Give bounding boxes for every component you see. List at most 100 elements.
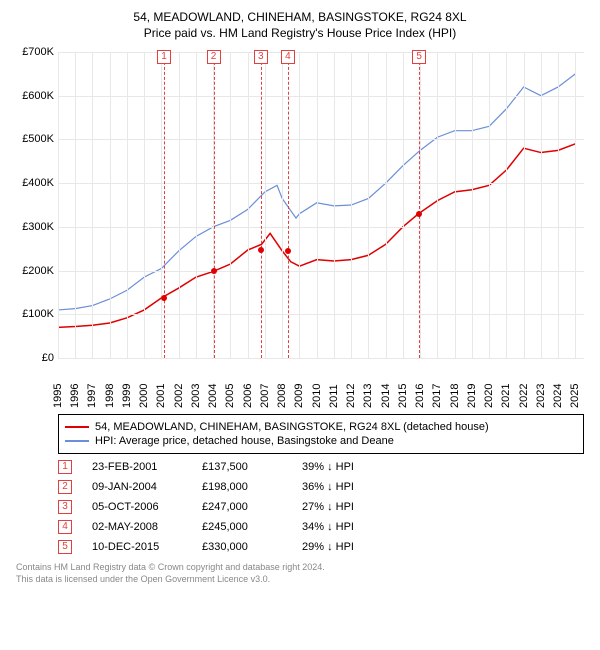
transaction-row: 510-DEC-2015£330,00029% ↓ HPI bbox=[58, 540, 584, 554]
transaction-marker: 3 bbox=[58, 500, 72, 514]
legend-label: HPI: Average price, detached house, Basi… bbox=[95, 435, 394, 447]
y-axis-label: £200K bbox=[8, 265, 54, 277]
gridline-v bbox=[230, 52, 231, 358]
transaction-price: £330,000 bbox=[202, 541, 282, 553]
gridline-h bbox=[58, 52, 584, 53]
gridline-v bbox=[110, 52, 111, 358]
transaction-date: 10-DEC-2015 bbox=[92, 541, 182, 553]
gridline-h bbox=[58, 183, 584, 184]
gridline-v bbox=[368, 52, 369, 358]
legend-item: HPI: Average price, detached house, Basi… bbox=[65, 435, 577, 447]
transaction-date: 05-OCT-2006 bbox=[92, 501, 182, 513]
gridline-v bbox=[558, 52, 559, 358]
transaction-marker: 5 bbox=[58, 540, 72, 554]
x-axis-label: 1997 bbox=[86, 362, 98, 408]
chart-area: 12345 £0£100K£200K£300K£400K£500K£600K£7… bbox=[8, 48, 592, 408]
sale-point bbox=[161, 295, 167, 301]
gridline-v bbox=[437, 52, 438, 358]
x-axis-label: 2016 bbox=[414, 362, 426, 408]
gridline-h bbox=[58, 271, 584, 272]
sale-marker-box: 1 bbox=[157, 50, 171, 64]
x-axis-label: 2005 bbox=[224, 362, 236, 408]
gridline-v bbox=[455, 52, 456, 358]
x-axis-label: 2008 bbox=[276, 362, 288, 408]
legend-swatch bbox=[65, 426, 89, 428]
gridline-h bbox=[58, 314, 584, 315]
gridline-v bbox=[541, 52, 542, 358]
plot-region: 1 2 34 5 bbox=[58, 52, 584, 358]
y-axis-label: £0 bbox=[8, 352, 54, 364]
gridline-v bbox=[317, 52, 318, 358]
transaction-price: £198,000 bbox=[202, 481, 282, 493]
transaction-diff: 27% ↓ HPI bbox=[302, 501, 354, 513]
x-axis-label: 2025 bbox=[569, 362, 581, 408]
gridline-h bbox=[58, 96, 584, 97]
sale-marker-line bbox=[164, 52, 165, 358]
gridline-v bbox=[420, 52, 421, 358]
sale-point bbox=[285, 248, 291, 254]
transaction-marker: 2 bbox=[58, 480, 72, 494]
transaction-marker: 4 bbox=[58, 520, 72, 534]
gridline-h bbox=[58, 358, 584, 359]
sale-marker-line bbox=[214, 52, 215, 358]
gridline-h bbox=[58, 227, 584, 228]
sale-point bbox=[416, 211, 422, 217]
sale-marker-box: 4 bbox=[281, 50, 295, 64]
x-axis-label: 2014 bbox=[380, 362, 392, 408]
gridline-v bbox=[506, 52, 507, 358]
transaction-price: £245,000 bbox=[202, 521, 282, 533]
x-axis-label: 2009 bbox=[293, 362, 305, 408]
gridline-v bbox=[161, 52, 162, 358]
x-axis-label: 2023 bbox=[535, 362, 547, 408]
gridline-v bbox=[524, 52, 525, 358]
x-axis-label: 2022 bbox=[518, 362, 530, 408]
sale-marker-line bbox=[419, 52, 420, 358]
footer-attribution: Contains HM Land Registry data © Crown c… bbox=[16, 562, 584, 585]
transaction-price: £137,500 bbox=[202, 461, 282, 473]
x-axis-label: 1999 bbox=[121, 362, 133, 408]
gridline-v bbox=[386, 52, 387, 358]
transaction-diff: 36% ↓ HPI bbox=[302, 481, 354, 493]
transaction-date: 09-JAN-2004 bbox=[92, 481, 182, 493]
gridline-v bbox=[92, 52, 93, 358]
sale-marker-line bbox=[261, 52, 262, 358]
gridline-v bbox=[75, 52, 76, 358]
sale-marker-box: 2 bbox=[207, 50, 221, 64]
gridline-v bbox=[196, 52, 197, 358]
transaction-row: 3 05-OCT-2006 £247,000 27% ↓ HPI bbox=[58, 500, 584, 514]
transaction-diff: 39% ↓ HPI bbox=[302, 461, 354, 473]
x-axis-label: 1995 bbox=[52, 362, 64, 408]
x-axis-label: 2010 bbox=[311, 362, 323, 408]
footer-line-1: Contains HM Land Registry data © Crown c… bbox=[16, 562, 584, 574]
gridline-v bbox=[472, 52, 473, 358]
x-axis-label: 1998 bbox=[104, 362, 116, 408]
transaction-row: 4 02-MAY-2008 £245,000 34% ↓ HPI bbox=[58, 520, 584, 534]
x-axis-label: 2017 bbox=[431, 362, 443, 408]
transaction-row: 2 09-JAN-2004 £198,000 36% ↓ HPI bbox=[58, 480, 584, 494]
x-axis-label: 2007 bbox=[259, 362, 271, 408]
x-axis-label: 2002 bbox=[173, 362, 185, 408]
legend-item: 54, MEADOWLAND, CHINEHAM, BASINGSTOKE, R… bbox=[65, 421, 577, 433]
transaction-diff: 34% ↓ HPI bbox=[302, 521, 354, 533]
x-axis-label: 2021 bbox=[500, 362, 512, 408]
gridline-v bbox=[334, 52, 335, 358]
x-axis-label: 2013 bbox=[362, 362, 374, 408]
transaction-price: £247,000 bbox=[202, 501, 282, 513]
sale-marker-box: 3 bbox=[254, 50, 268, 64]
gridline-h bbox=[58, 139, 584, 140]
gridline-v bbox=[127, 52, 128, 358]
transaction-row: 123-FEB-2001£137,50039% ↓ HPI bbox=[58, 460, 584, 474]
gridline-v bbox=[248, 52, 249, 358]
sale-point bbox=[211, 268, 217, 274]
x-axis-label: 2011 bbox=[328, 362, 340, 408]
x-axis-label: 2018 bbox=[449, 362, 461, 408]
sale-marker-box: 5 bbox=[412, 50, 426, 64]
transaction-date: 23-FEB-2001 bbox=[92, 461, 182, 473]
chart-subtitle: Price paid vs. HM Land Registry's House … bbox=[8, 26, 592, 40]
y-axis-label: £300K bbox=[8, 221, 54, 233]
sale-point bbox=[258, 247, 264, 253]
x-axis-label: 2019 bbox=[466, 362, 478, 408]
transaction-date: 02-MAY-2008 bbox=[92, 521, 182, 533]
x-axis-label: 2012 bbox=[345, 362, 357, 408]
gridline-v bbox=[299, 52, 300, 358]
